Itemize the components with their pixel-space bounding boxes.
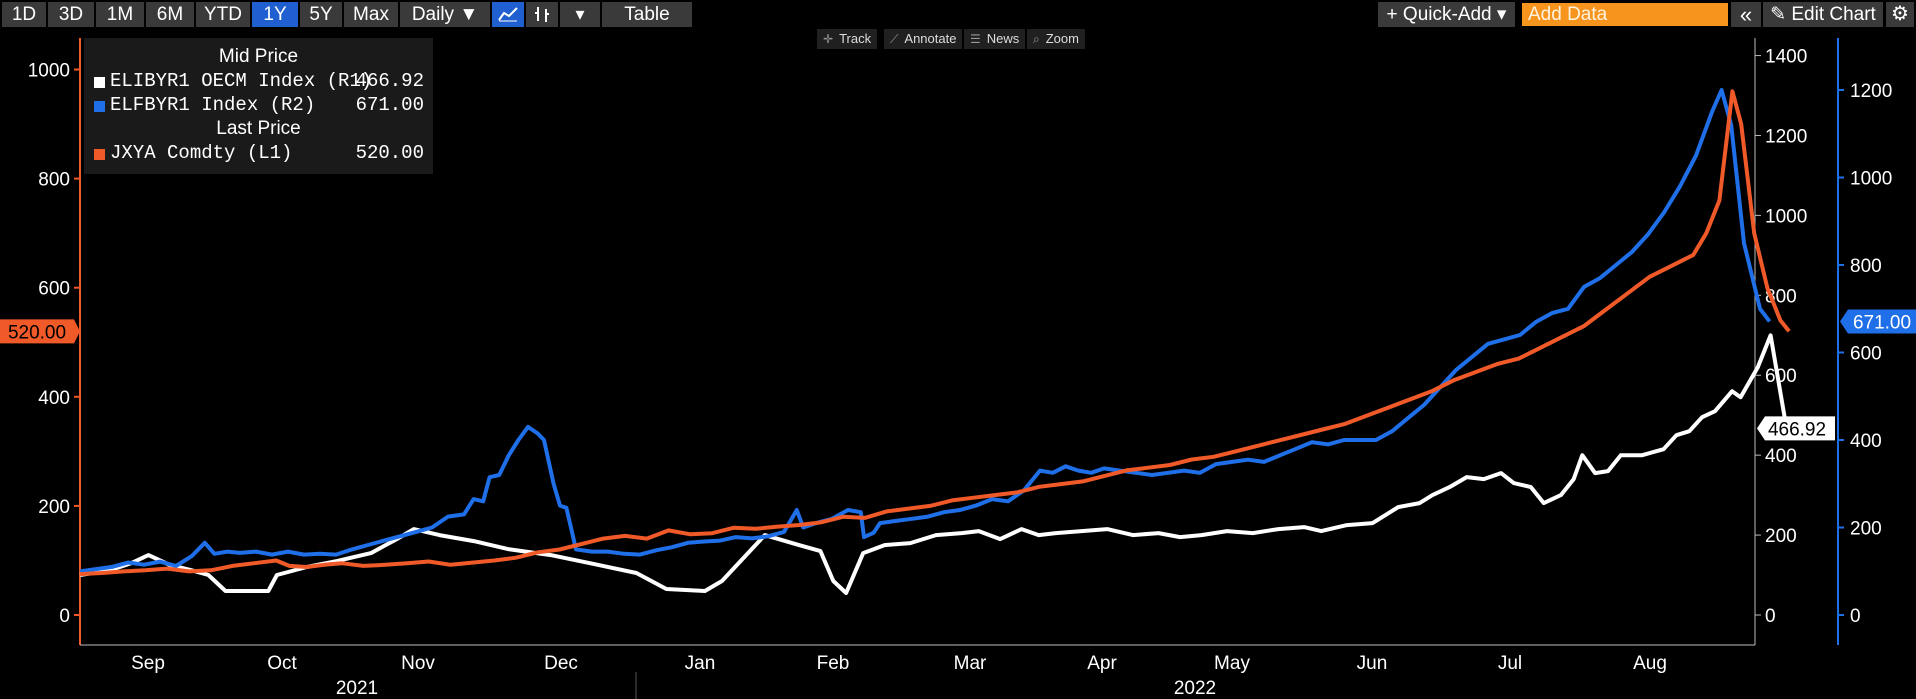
track-label: Track bbox=[839, 31, 872, 46]
right2-tick-label: 600 bbox=[1850, 344, 1882, 365]
crosshair-icon: ✛ bbox=[823, 32, 834, 46]
left-tick-label: 400 bbox=[38, 388, 70, 409]
legend-series-name: ELIBYR1 OECM Index (R1) bbox=[110, 70, 373, 92]
news-label: News bbox=[986, 31, 1020, 46]
right2-tick-label: 400 bbox=[1850, 431, 1882, 452]
legend-group-last-price: Last Price bbox=[216, 118, 301, 139]
range-button-ytd[interactable]: YTD bbox=[196, 2, 250, 27]
x-tick-label: Aug bbox=[1633, 653, 1667, 674]
left-last-value-tag bbox=[0, 319, 80, 344]
right1-tick-label: 400 bbox=[1765, 446, 1797, 467]
legend-swatch bbox=[94, 101, 105, 112]
r2-last-value-label: 671.00 bbox=[1853, 312, 1911, 333]
legend-series-name: ELFBYR1 Index (R2) bbox=[110, 94, 316, 116]
year-label: 2022 bbox=[1174, 678, 1216, 699]
left-tick-label: 600 bbox=[38, 279, 70, 300]
left-tick-label: 200 bbox=[38, 497, 70, 518]
left-tick-label: 1000 bbox=[28, 61, 70, 82]
legend-item[interactable]: ELIBYR1 OECM Index (R1) 466.92 bbox=[94, 70, 424, 94]
legend-series-name: JXYA Comdty (L1) bbox=[110, 142, 293, 164]
x-tick-label: May bbox=[1214, 653, 1250, 674]
right1-tick-label: 600 bbox=[1765, 366, 1797, 387]
left-tick-label: 800 bbox=[38, 170, 70, 191]
gear-icon[interactable]: ⚙ bbox=[1886, 2, 1914, 27]
range-button-1y[interactable]: 1Y bbox=[252, 2, 298, 27]
chart-toolbar: 1D 3D 1M 6M YTD 1Y 5Y Max Daily ▼ ▾ Table + Qui… bbox=[0, 0, 1916, 29]
bar-chart-icon[interactable] bbox=[526, 2, 558, 27]
right2-tick-label: 0 bbox=[1850, 606, 1861, 627]
x-tick-label: Feb bbox=[817, 653, 850, 674]
right1-tick-label: 200 bbox=[1765, 526, 1797, 547]
legend-item[interactable]: JXYA Comdty (L1) 520.00 bbox=[94, 142, 424, 166]
right1-tick-label: 1200 bbox=[1765, 126, 1807, 147]
range-button-5y[interactable]: 5Y bbox=[300, 2, 342, 27]
right2-tick-label: 200 bbox=[1850, 519, 1882, 540]
range-button-1m[interactable]: 1M bbox=[96, 2, 144, 27]
x-tick-label: Sep bbox=[131, 653, 165, 674]
collapse-icon[interactable]: « bbox=[1731, 2, 1761, 27]
x-tick-label: Jan bbox=[685, 653, 716, 674]
range-button-max[interactable]: Max bbox=[344, 2, 398, 27]
x-tick-label: Dec bbox=[544, 653, 578, 674]
x-tick-label: Apr bbox=[1087, 653, 1117, 674]
x-tick-label: Mar bbox=[954, 653, 987, 674]
pencil-icon: ✎ bbox=[1770, 4, 1787, 25]
edit-chart-label: Edit Chart bbox=[1791, 4, 1876, 25]
r1-last-value-tag bbox=[1757, 416, 1835, 441]
x-tick-label: Jul bbox=[1498, 653, 1522, 674]
legend-series-value: 671.00 bbox=[355, 94, 424, 116]
zoom-button[interactable]: ⌕ Zoom bbox=[1027, 29, 1085, 49]
legend-series-value: 466.92 bbox=[355, 70, 424, 92]
track-button[interactable]: ✛ Track bbox=[817, 29, 878, 49]
x-tick-label: Nov bbox=[401, 653, 435, 674]
legend: Mid Price ELIBYR1 OECM Index (R1) 466.92… bbox=[84, 38, 433, 174]
frequency-dropdown[interactable]: Daily ▼ bbox=[400, 2, 490, 27]
legend-swatch bbox=[94, 77, 105, 88]
right2-tick-label: 1000 bbox=[1850, 169, 1892, 190]
r2-last-value-tag bbox=[1840, 309, 1916, 334]
magnifier-icon: ⌕ bbox=[1033, 32, 1040, 46]
left-tick-label: 0 bbox=[59, 606, 70, 627]
series-line-elibyr1 bbox=[79, 333, 1806, 595]
chart-type-dropdown-icon[interactable]: ▾ bbox=[560, 2, 600, 27]
quick-add-button[interactable]: + Quick-Add ▾ bbox=[1378, 2, 1515, 27]
right2-tick-label: 1200 bbox=[1850, 81, 1892, 102]
right2-tick-label: 800 bbox=[1850, 256, 1882, 277]
legend-item[interactable]: ELFBYR1 Index (R2) 671.00 bbox=[94, 94, 424, 118]
x-tick-label: Jun bbox=[1357, 653, 1388, 674]
annotate-button[interactable]: ⟋ Annotate bbox=[884, 29, 963, 49]
r1-last-value-label: 466.92 bbox=[1768, 419, 1826, 440]
range-button-1d[interactable]: 1D bbox=[2, 2, 46, 27]
news-button[interactable]: ☰ News bbox=[964, 29, 1026, 49]
legend-series-value: 520.00 bbox=[355, 142, 424, 164]
range-button-3d[interactable]: 3D bbox=[48, 2, 94, 27]
annotate-label: Annotate bbox=[904, 31, 957, 46]
table-button[interactable]: Table bbox=[602, 2, 692, 27]
right1-tick-label: 1000 bbox=[1765, 206, 1807, 227]
annotate-icon: ⟋ bbox=[890, 32, 899, 46]
line-chart-icon[interactable] bbox=[492, 2, 524, 27]
add-data-input[interactable] bbox=[1522, 3, 1728, 26]
year-label: 2021 bbox=[336, 678, 378, 699]
right1-tick-label: 1400 bbox=[1765, 47, 1807, 68]
left-last-value-label: 520.00 bbox=[8, 322, 66, 343]
range-button-6m[interactable]: 6M bbox=[146, 2, 194, 27]
right1-tick-label: 0 bbox=[1765, 606, 1776, 627]
x-tick-label: Oct bbox=[267, 653, 297, 674]
legend-swatch bbox=[94, 149, 105, 160]
edit-chart-button[interactable]: ✎ Edit Chart bbox=[1763, 2, 1883, 27]
right1-tick-label: 800 bbox=[1765, 286, 1797, 307]
legend-group-mid-price: Mid Price bbox=[218, 46, 299, 67]
zoom-label: Zoom bbox=[1045, 31, 1079, 46]
news-icon: ☰ bbox=[970, 32, 981, 46]
